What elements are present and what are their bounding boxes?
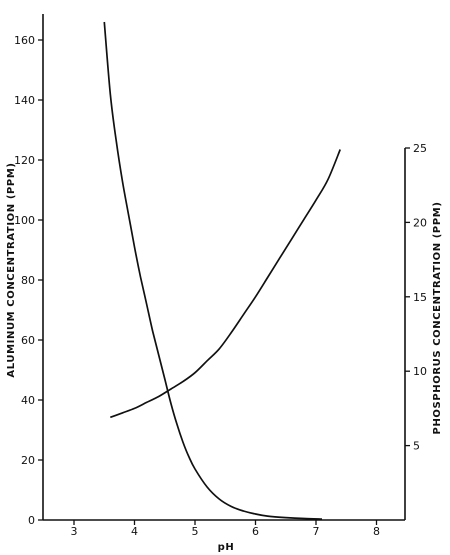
x-tick-label: 7 — [313, 525, 320, 538]
x-tick-label: 8 — [373, 525, 380, 538]
phosphorus-series-line — [110, 149, 341, 419]
y-tick-label: 20 — [21, 454, 35, 467]
y-tick-label: 80 — [21, 274, 35, 287]
aluminum-series-line — [103, 21, 323, 520]
y-tick-label: 100 — [14, 214, 35, 227]
y2-tick-label: 15 — [413, 291, 427, 304]
y-tick-label: 0 — [28, 514, 35, 527]
y2-tick-label: 25 — [413, 142, 427, 155]
x-tick-label: 6 — [252, 525, 259, 538]
y-tick-label: 140 — [14, 94, 35, 107]
y2-tick-label: 20 — [413, 216, 427, 229]
x-tick-label: 4 — [131, 525, 138, 538]
x-axis-title: pH — [218, 542, 235, 553]
y2-tick-label: 5 — [413, 440, 420, 453]
axes-frame — [42, 14, 406, 521]
y2-tick-label: 10 — [413, 365, 427, 378]
y-tick-label: 120 — [14, 154, 35, 167]
y-tick-label: 60 — [21, 334, 35, 347]
right-axis-title: PHOSPHORUS CONCENTRATION (PPM) — [432, 202, 443, 435]
left-axis-title: ALUMINUM CONCENTRATION (PPM) — [6, 162, 17, 377]
y-tick-label: 160 — [14, 34, 35, 47]
curves-layer — [103, 21, 341, 520]
x-tick-label: 5 — [192, 525, 199, 538]
x-tick-label: 3 — [71, 525, 78, 538]
y-tick-label: 40 — [21, 394, 35, 407]
